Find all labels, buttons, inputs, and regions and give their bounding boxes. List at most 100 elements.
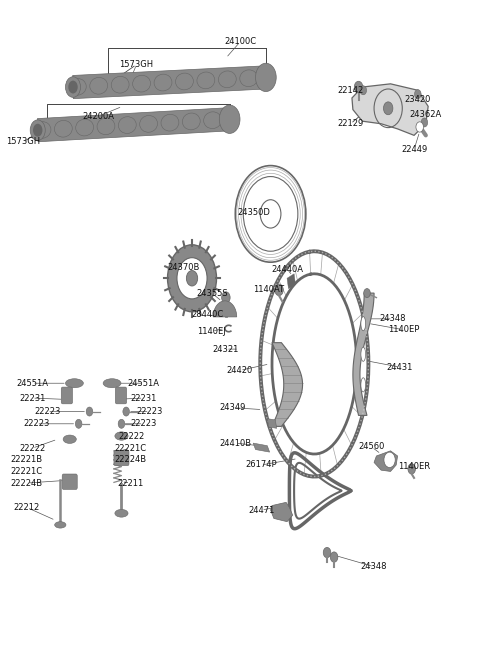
Circle shape: [384, 452, 395, 468]
Text: 24321: 24321: [213, 345, 239, 353]
Text: 22224B: 22224B: [11, 478, 43, 487]
Text: 1573GH: 1573GH: [7, 137, 41, 147]
Circle shape: [323, 547, 331, 558]
Text: 24362A: 24362A: [410, 110, 442, 119]
Text: 24410B: 24410B: [219, 439, 252, 447]
Circle shape: [408, 464, 416, 474]
Ellipse shape: [204, 112, 222, 129]
Text: 22221C: 22221C: [11, 467, 43, 476]
Text: 24370B: 24370B: [168, 263, 200, 272]
Text: 22222: 22222: [19, 443, 45, 453]
Circle shape: [186, 271, 198, 286]
Polygon shape: [37, 108, 230, 142]
Circle shape: [360, 86, 367, 95]
Circle shape: [118, 419, 125, 428]
Circle shape: [330, 552, 338, 562]
Ellipse shape: [68, 78, 86, 95]
Text: 24551A: 24551A: [128, 378, 159, 388]
Text: 22231: 22231: [131, 394, 157, 403]
Polygon shape: [352, 84, 428, 135]
Text: 24348: 24348: [361, 562, 387, 571]
Text: 22211: 22211: [117, 478, 144, 487]
Ellipse shape: [218, 71, 236, 87]
Ellipse shape: [361, 347, 366, 361]
Ellipse shape: [140, 116, 157, 132]
Polygon shape: [271, 503, 293, 522]
Polygon shape: [374, 451, 397, 472]
Polygon shape: [267, 419, 276, 428]
Text: 24551A: 24551A: [16, 378, 48, 388]
Text: 1140EJ: 1140EJ: [197, 327, 226, 336]
Polygon shape: [287, 274, 296, 288]
Text: 24560: 24560: [359, 442, 385, 451]
Text: 1140ER: 1140ER: [398, 463, 430, 472]
Circle shape: [255, 63, 276, 91]
Ellipse shape: [161, 114, 179, 131]
Ellipse shape: [54, 120, 72, 137]
Ellipse shape: [197, 72, 215, 89]
Circle shape: [65, 77, 81, 97]
Circle shape: [30, 120, 45, 141]
Text: 24100C: 24100C: [224, 37, 256, 47]
Ellipse shape: [361, 317, 366, 330]
Circle shape: [364, 288, 370, 298]
Ellipse shape: [115, 509, 128, 517]
Circle shape: [177, 258, 207, 299]
Ellipse shape: [90, 78, 108, 94]
Circle shape: [421, 118, 428, 127]
Text: 28440C: 28440C: [191, 310, 223, 319]
Polygon shape: [272, 343, 302, 426]
Ellipse shape: [240, 70, 258, 87]
Text: 24355S: 24355S: [196, 288, 228, 298]
Circle shape: [415, 89, 421, 99]
Polygon shape: [72, 66, 266, 99]
Circle shape: [384, 102, 393, 115]
Text: 22142: 22142: [337, 86, 364, 95]
Text: 22221C: 22221C: [114, 443, 146, 453]
Text: 22222: 22222: [119, 432, 145, 441]
Ellipse shape: [176, 73, 193, 90]
Text: 23420: 23420: [405, 95, 431, 104]
Text: 22223: 22223: [34, 407, 60, 416]
Ellipse shape: [33, 122, 51, 139]
Ellipse shape: [182, 113, 200, 130]
Text: 22129: 22129: [337, 120, 364, 128]
Wedge shape: [213, 301, 237, 317]
Circle shape: [168, 245, 216, 312]
Text: 24200A: 24200A: [83, 112, 115, 120]
Text: 1140EP: 1140EP: [388, 325, 420, 334]
Ellipse shape: [65, 378, 84, 388]
Text: 22223: 22223: [23, 419, 49, 428]
Circle shape: [222, 292, 230, 304]
Text: 22223: 22223: [131, 419, 157, 428]
Text: 22221B: 22221B: [11, 455, 43, 464]
Circle shape: [68, 81, 78, 93]
Circle shape: [33, 124, 42, 137]
Circle shape: [86, 407, 93, 416]
Ellipse shape: [132, 76, 151, 92]
Text: 1573GH: 1573GH: [120, 60, 154, 69]
Ellipse shape: [111, 76, 129, 93]
Circle shape: [243, 177, 298, 251]
Text: 22224B: 22224B: [114, 455, 146, 464]
Polygon shape: [353, 293, 374, 415]
Circle shape: [275, 284, 283, 296]
Ellipse shape: [103, 378, 121, 388]
Circle shape: [219, 105, 240, 133]
Text: 24471: 24471: [248, 506, 275, 514]
FancyBboxPatch shape: [114, 450, 129, 466]
Text: 22223: 22223: [136, 407, 163, 416]
Text: 22231: 22231: [19, 394, 45, 403]
Text: 1140AT: 1140AT: [252, 285, 284, 294]
FancyBboxPatch shape: [61, 387, 72, 404]
Circle shape: [123, 407, 130, 416]
FancyBboxPatch shape: [115, 387, 127, 404]
Ellipse shape: [55, 522, 66, 528]
Circle shape: [416, 122, 423, 132]
Text: 24440A: 24440A: [271, 265, 303, 274]
Ellipse shape: [97, 118, 115, 135]
Ellipse shape: [63, 435, 76, 443]
FancyBboxPatch shape: [62, 474, 77, 489]
Text: 22212: 22212: [14, 503, 40, 512]
Ellipse shape: [115, 432, 128, 440]
